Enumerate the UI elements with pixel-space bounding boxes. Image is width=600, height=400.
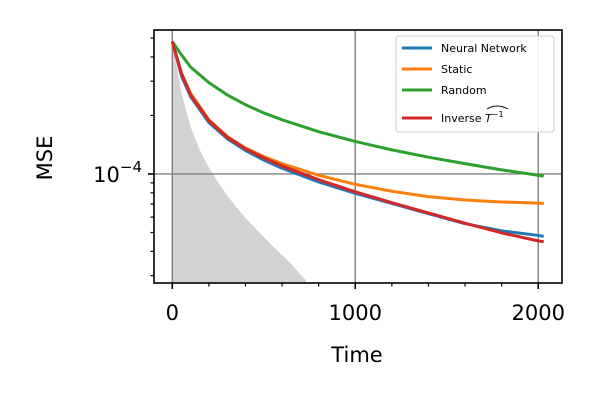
legend-hat-mark [486, 105, 509, 110]
legend-box [395, 35, 555, 133]
legend: Neural Network Static Random Inverse T−1 [395, 35, 555, 133]
legend-label-0: Neural Network [441, 42, 527, 55]
y-tick-label-0: 10−4 [93, 158, 142, 187]
x-tick-label-1: 1000 [329, 301, 382, 325]
axis-layer: 0 1000 2000 10−4 [93, 29, 565, 325]
legend-label-1: Static [441, 63, 472, 76]
series-line-3 [170, 41, 544, 244]
plot-frame [153, 29, 563, 284]
series-layer [170, 40, 544, 244]
shaded-region-layer [172, 41, 306, 284]
legend-label-2: Random [441, 84, 487, 97]
y-axis-label: MSE [33, 136, 57, 181]
legend-label-3: Inverse T−1 [441, 110, 504, 125]
x-axis-label: Time [330, 343, 382, 367]
x-tick-label-2: 2000 [511, 301, 564, 325]
shaded-region [172, 41, 306, 284]
series-line-2 [171, 40, 544, 178]
x-tick-label-0: 0 [166, 301, 179, 325]
